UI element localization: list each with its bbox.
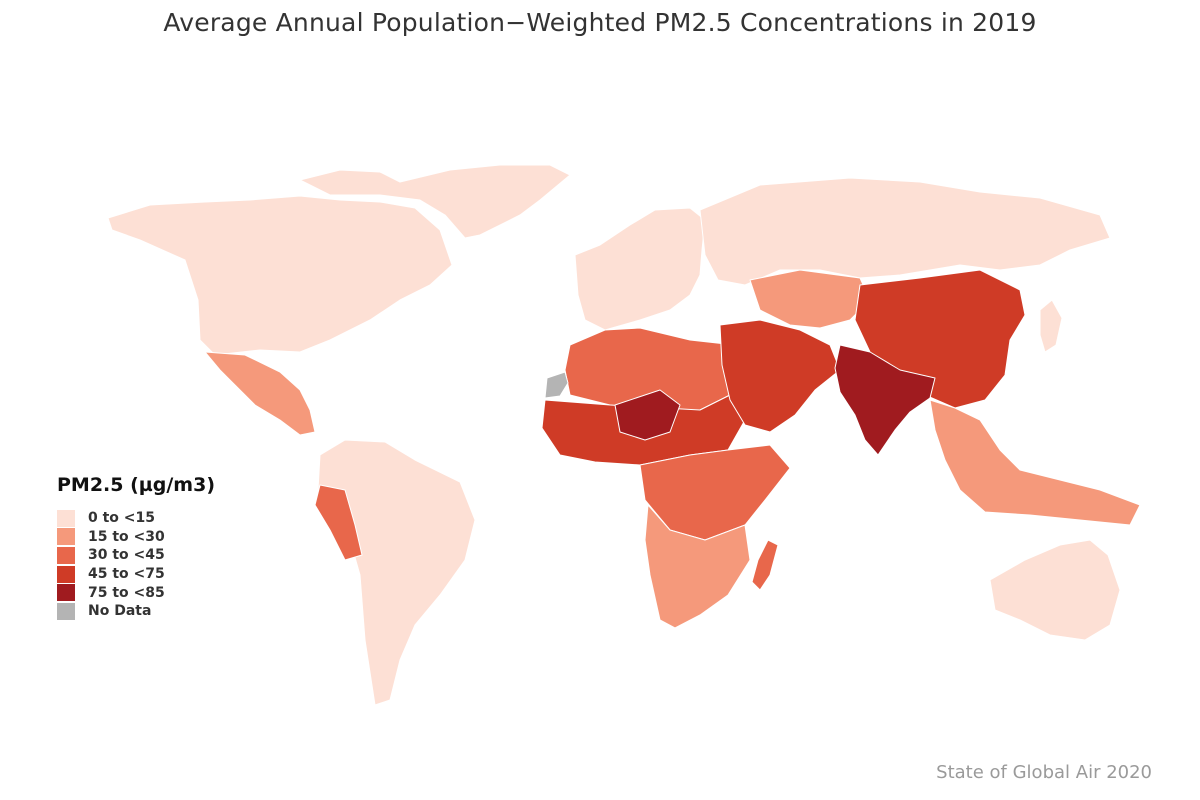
region-middle-east[interactable] (719, 319, 841, 433)
legend-swatch (57, 584, 75, 602)
legend-item: 0 to <15 (57, 509, 215, 528)
region-mexico-central-america[interactable] (204, 351, 316, 436)
region-australia[interactable] (989, 539, 1121, 641)
region-central-asia[interactable] (749, 269, 871, 329)
legend-item: 15 to <30 (57, 528, 215, 547)
legend-label: 30 to <45 (88, 547, 165, 564)
region-southern-africa[interactable] (644, 504, 751, 629)
map-title: Average Annual Population−Weighted PM2.5… (163, 8, 1037, 37)
legend-item: No Data (57, 602, 215, 621)
legend-label: 75 to <85 (88, 584, 165, 601)
region-europe[interactable] (574, 207, 706, 331)
legend-swatch (57, 546, 75, 564)
legend-item: 45 to <75 (57, 565, 215, 584)
region-india[interactable] (834, 344, 936, 456)
region-greenland[interactable] (299, 164, 571, 239)
legend-title: PM2.5 (µg/m3) (57, 474, 216, 496)
region-niger[interactable] (614, 389, 681, 441)
legend-item: 30 to <45 (57, 546, 215, 565)
legend-item: 75 to <85 (57, 583, 215, 602)
legend-label: 45 to <75 (88, 566, 165, 583)
legend-label: 0 to <15 (88, 510, 156, 527)
legend-swatch (57, 565, 75, 583)
region-western-sahara[interactable] (544, 371, 569, 399)
region-japan[interactable] (1039, 299, 1063, 353)
legend: PM2.5 (µg/m3) 0 to <15 15 to <30 30 to <… (57, 474, 215, 621)
region-peru[interactable] (314, 484, 363, 561)
region-north-america[interactable] (107, 195, 453, 356)
legend-swatch (57, 509, 75, 527)
region-south-america[interactable] (317, 439, 476, 706)
legend-swatch (57, 528, 75, 546)
legend-label: 15 to <30 (88, 528, 165, 545)
legend-swatch (57, 602, 75, 620)
region-russia[interactable] (699, 177, 1111, 286)
legend-label: No Data (88, 603, 152, 620)
source-credit: State of Global Air 2020 (936, 762, 1152, 783)
region-southeast-asia[interactable] (929, 399, 1141, 526)
region-madagascar[interactable] (751, 539, 779, 591)
